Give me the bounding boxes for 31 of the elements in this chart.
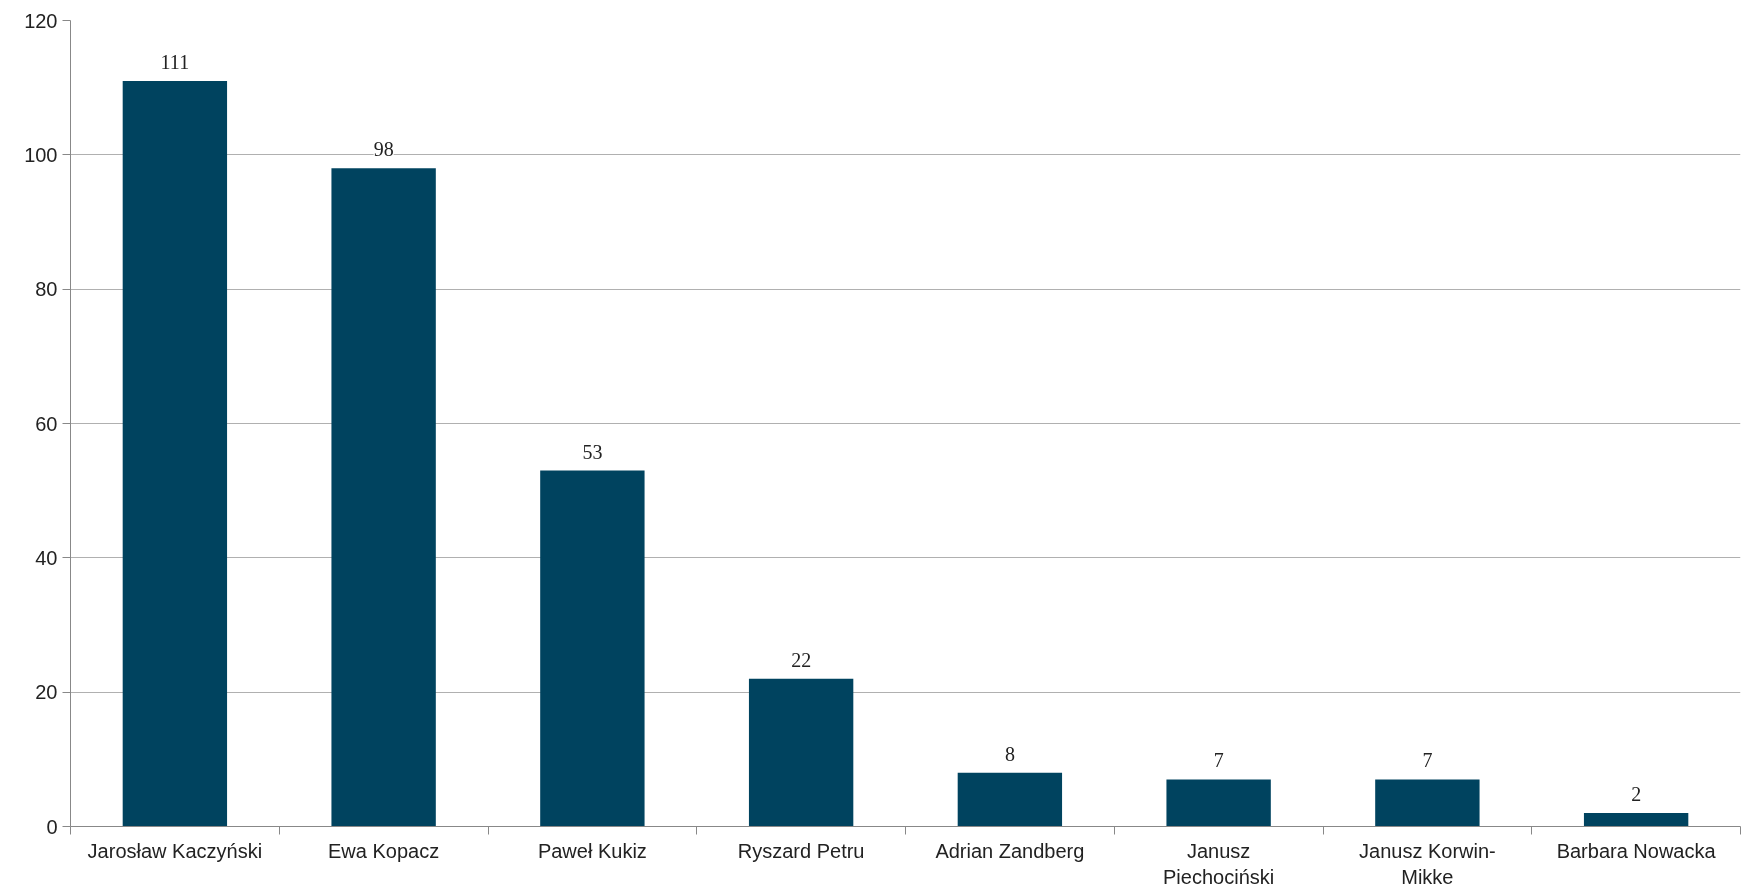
data-label: 2 bbox=[1631, 783, 1642, 806]
y-tick-label: 120 bbox=[24, 9, 58, 32]
x-tick-label: Ryszard Petru bbox=[737, 839, 865, 862]
bar bbox=[540, 470, 645, 827]
y-tick-label: 40 bbox=[35, 546, 58, 569]
data-label: 7 bbox=[1213, 749, 1224, 772]
x-tick-label: Paweł Kukiz bbox=[537, 839, 647, 862]
x-tick-label: Adrian Zandberg bbox=[935, 839, 1085, 862]
x-tick-label: Barbara Nowacka bbox=[1556, 839, 1717, 862]
y-tick-label: 60 bbox=[35, 412, 58, 435]
data-label: 53 bbox=[582, 440, 603, 463]
x-tick-label: Jarosław Kaczyński bbox=[87, 839, 263, 862]
bar bbox=[1166, 779, 1271, 827]
bar bbox=[1375, 779, 1480, 827]
data-label: 8 bbox=[1004, 742, 1015, 765]
x-tick-label: Janusz Piechociński bbox=[1163, 839, 1275, 888]
x-tick-label: Janusz Korwin-Mikke bbox=[1359, 839, 1496, 888]
data-label: 7 bbox=[1422, 749, 1433, 772]
data-label: 98 bbox=[373, 138, 394, 161]
bar bbox=[331, 168, 436, 827]
data-label: 111 bbox=[160, 50, 190, 73]
bar bbox=[957, 772, 1063, 827]
y-tick-label: 20 bbox=[35, 681, 58, 704]
data-label: 22 bbox=[791, 648, 812, 671]
y-tick-label: 80 bbox=[35, 278, 58, 301]
y-tick-label: 0 bbox=[46, 815, 58, 838]
y-tick-label: 100 bbox=[24, 143, 58, 166]
bar bbox=[748, 678, 854, 827]
bar bbox=[1583, 813, 1689, 827]
bar bbox=[122, 80, 228, 827]
x-tick-label: Ewa Kopacz bbox=[328, 839, 440, 862]
